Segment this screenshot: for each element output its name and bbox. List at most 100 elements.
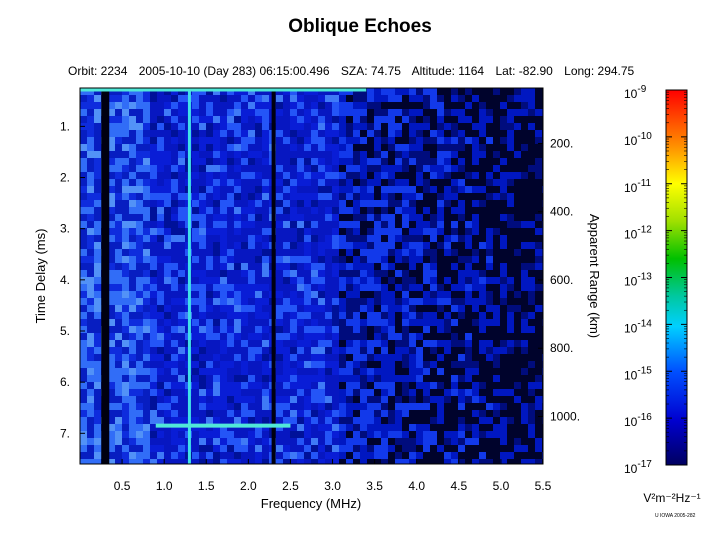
spectrogram-cell: [458, 207, 465, 214]
spectrogram-cell: [94, 130, 101, 137]
spectrogram-cell: [304, 459, 311, 464]
spectrogram-cell: [136, 123, 143, 130]
spectrogram-cell: [367, 389, 374, 396]
spectrogram-cell: [353, 312, 360, 319]
spectrogram-cell: [290, 144, 297, 151]
spectrogram-cell: [402, 291, 409, 298]
spectrogram-cell: [108, 116, 115, 123]
spectrogram-cell: [360, 277, 367, 284]
spectrogram-cell: [283, 305, 290, 312]
spectrogram-cell: [297, 214, 304, 221]
spectrogram-cell: [87, 361, 94, 368]
spectrogram-cell: [143, 326, 150, 333]
spectrogram-cell: [108, 347, 115, 354]
spectrogram-cell: [479, 158, 486, 165]
spectrogram-cell: [479, 102, 486, 109]
spectrogram-cell: [346, 389, 353, 396]
spectrogram-cell: [213, 228, 220, 235]
spectrogram-cell: [192, 102, 199, 109]
spectrogram-cell: [318, 326, 325, 333]
spectrogram-cell: [374, 333, 381, 340]
spectrogram-cell: [290, 193, 297, 200]
spectrogram-cell: [346, 291, 353, 298]
spectrogram-cell: [262, 172, 269, 179]
spectrogram-cell: [409, 263, 416, 270]
spectrogram-cell: [416, 137, 423, 144]
spectrogram-cell: [367, 305, 374, 312]
spectrogram-cell: [339, 95, 346, 102]
spectrogram-cell: [388, 207, 395, 214]
spectrogram-cell: [325, 144, 332, 151]
spectrogram-cell: [444, 291, 451, 298]
spectrogram-cell: [360, 193, 367, 200]
spectrogram-cell: [136, 242, 143, 249]
spectrogram-cell: [346, 459, 353, 464]
spectrogram-cell: [178, 298, 185, 305]
spectrogram-cell: [80, 151, 87, 158]
spectrogram-cell: [234, 312, 241, 319]
spectrogram-cell: [164, 403, 171, 410]
spectrogram-cell: [234, 207, 241, 214]
spectrogram-cell: [339, 214, 346, 221]
spectrogram-cell: [472, 410, 479, 417]
spectrogram-cell: [276, 256, 283, 263]
spectrogram-cell: [283, 382, 290, 389]
spectrogram-cell: [304, 438, 311, 445]
spectrogram-cell: [437, 242, 444, 249]
spectrogram-cell: [297, 291, 304, 298]
spectrogram-cell: [164, 298, 171, 305]
spectrogram-cell: [346, 235, 353, 242]
spectrogram-cell: [213, 459, 220, 464]
spectrogram-cell: [465, 109, 472, 116]
spectrogram-cell: [108, 389, 115, 396]
spectrogram-cell: [388, 277, 395, 284]
spectrogram-cell: [255, 368, 262, 375]
spectrogram-cell: [311, 424, 318, 431]
spectrogram-cell: [150, 95, 157, 102]
spectrogram-cell: [199, 214, 206, 221]
spectrogram-cell: [248, 382, 255, 389]
spectrogram-cell: [374, 270, 381, 277]
spectrogram-cell: [290, 319, 297, 326]
spectrogram-cell: [213, 109, 220, 116]
spectrogram-cell: [178, 459, 185, 464]
spectrogram-cell: [535, 382, 542, 389]
spectrogram-cell: [87, 319, 94, 326]
spectrogram-cell: [164, 452, 171, 459]
spectrogram-cell: [178, 375, 185, 382]
spectrogram-cell: [402, 263, 409, 270]
spectrogram-cell: [486, 95, 493, 102]
spectrogram-cell: [521, 452, 528, 459]
spectrogram-cell: [220, 326, 227, 333]
spectrogram-cell: [402, 130, 409, 137]
spectrogram-cell: [346, 347, 353, 354]
spectrogram-cell: [283, 333, 290, 340]
spectrogram-cell: [276, 109, 283, 116]
spectrogram-cell: [150, 403, 157, 410]
spectrogram-cell: [479, 410, 486, 417]
spectrogram-cell: [129, 200, 136, 207]
spectrogram-cell: [297, 417, 304, 424]
spectrogram-cell: [486, 172, 493, 179]
spectrogram-cell: [381, 424, 388, 431]
spectrogram-cell: [248, 207, 255, 214]
spectrogram-cell: [374, 361, 381, 368]
spectrogram-cell: [136, 382, 143, 389]
spectrogram-cell: [430, 109, 437, 116]
spectrogram-cell: [297, 347, 304, 354]
spectrogram-cell: [360, 137, 367, 144]
spectrogram-cell: [297, 382, 304, 389]
spectrogram-cell: [255, 214, 262, 221]
spectrogram-cell: [486, 235, 493, 242]
spectrogram-cell: [346, 207, 353, 214]
spectrogram-cell: [297, 312, 304, 319]
spectrogram-cell: [367, 340, 374, 347]
spectrogram-cell: [192, 417, 199, 424]
spectrogram-cell: [388, 361, 395, 368]
spectrogram-cell: [192, 109, 199, 116]
spectrogram-cell: [136, 130, 143, 137]
spectrogram-cell: [493, 165, 500, 172]
spectrogram-cell: [381, 193, 388, 200]
spectrogram-cell: [528, 403, 535, 410]
spectrogram-cell: [486, 375, 493, 382]
